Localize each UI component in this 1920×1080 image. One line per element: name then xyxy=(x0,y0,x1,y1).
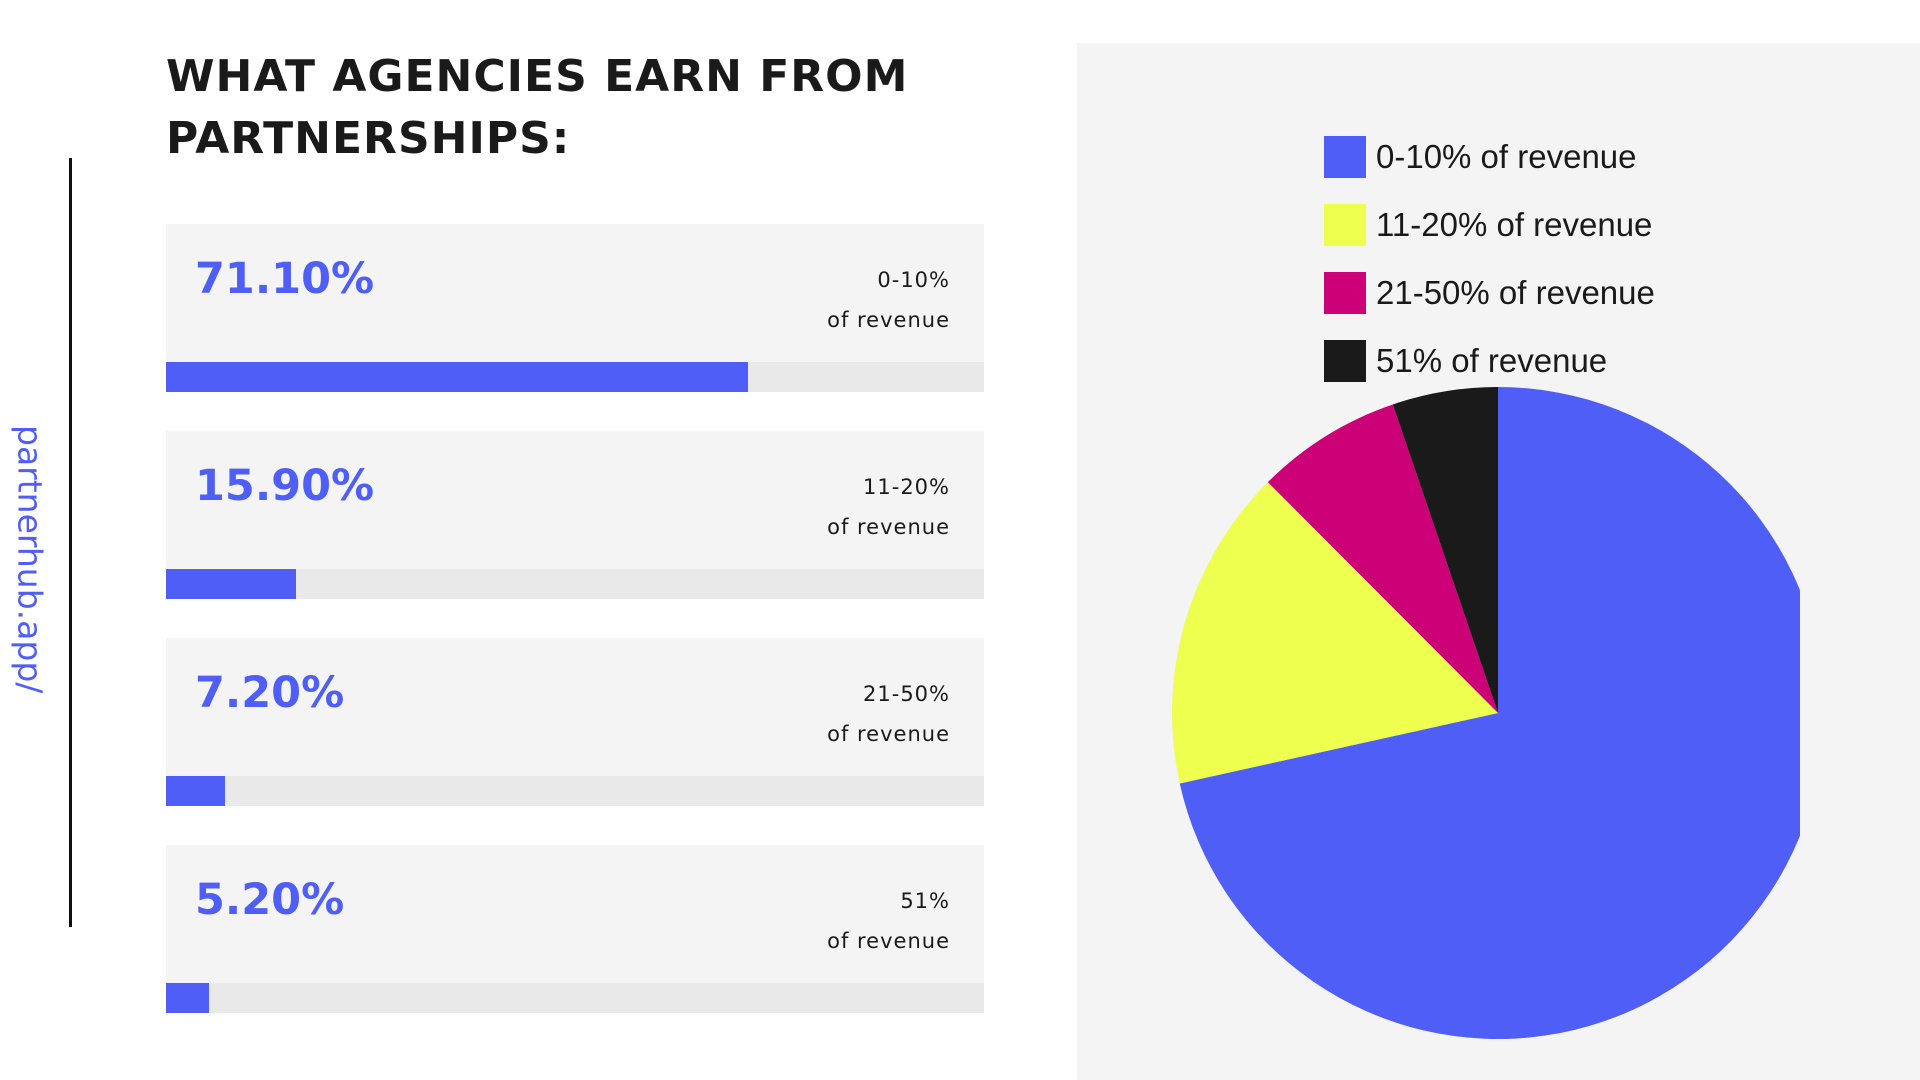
site-url: partnerhub.app/ xyxy=(10,425,50,694)
legend-label: 11-20% of revenue xyxy=(1376,206,1653,243)
legend-item: 11-20% of revenue xyxy=(1324,191,1655,259)
legend-item: 51% of revenue xyxy=(1324,327,1655,395)
pie-slice-3 xyxy=(1267,404,1498,713)
progress-fill xyxy=(166,569,297,599)
stat-range-suffix: of revenue xyxy=(827,515,950,539)
stat-range-label: 51% xyxy=(900,889,950,913)
legend-swatch xyxy=(1324,272,1366,314)
legend-swatch xyxy=(1324,136,1366,178)
stat-range: 11-20% of revenue xyxy=(827,467,950,547)
stat-card-2: 15.90% 11-20% of revenue xyxy=(166,431,984,599)
pie-slice-4 xyxy=(1392,387,1498,713)
stat-percent: 5.20% xyxy=(195,875,345,925)
stat-card-3: 7.20% 21-50% of revenue xyxy=(166,638,984,806)
legend-swatch xyxy=(1324,340,1366,382)
stat-range-label: 11-20% xyxy=(863,475,950,499)
stat-range-suffix: of revenue xyxy=(827,929,950,953)
progress-fill xyxy=(166,983,209,1013)
stat-percent: 7.20% xyxy=(195,668,345,718)
stat-range-suffix: of revenue xyxy=(827,308,950,332)
progress-fill xyxy=(166,362,748,392)
vertical-divider xyxy=(69,158,72,927)
pie-chart xyxy=(1172,387,1800,1039)
progress-track xyxy=(166,362,984,392)
stat-percent: 71.10% xyxy=(195,254,375,304)
progress-fill xyxy=(166,776,225,806)
progress-track xyxy=(166,983,984,1013)
legend-label: 21-50% of revenue xyxy=(1376,274,1655,311)
legend-item: 0-10% of revenue xyxy=(1324,123,1655,191)
stat-percent: 15.90% xyxy=(195,461,375,511)
stat-range: 51% of revenue xyxy=(827,881,950,961)
progress-track xyxy=(166,776,984,806)
stat-range-label: 0-10% xyxy=(877,268,950,292)
legend-label: 51% of revenue xyxy=(1376,342,1608,379)
legend-item: 21-50% of revenue xyxy=(1324,259,1655,327)
legend-swatch xyxy=(1324,204,1366,246)
stat-range: 0-10% of revenue xyxy=(827,260,950,340)
page-title: WHAT AGENCIES EARN FROM PARTNERSHIPS: xyxy=(166,51,909,164)
stat-range: 21-50% of revenue xyxy=(827,674,950,754)
pie-legend: 0-10% of revenue 11-20% of revenue 21-50… xyxy=(1324,123,1655,395)
stat-range-label: 21-50% xyxy=(863,682,950,706)
stat-card-1: 71.10% 0-10% of revenue xyxy=(166,224,984,392)
pie-slice-2 xyxy=(1172,482,1498,784)
legend-label: 0-10% of revenue xyxy=(1376,138,1637,175)
stat-card-4: 5.20% 51% of revenue xyxy=(166,845,984,1013)
progress-track xyxy=(166,569,984,599)
pie-slice-1 xyxy=(1179,387,1800,1039)
stat-range-suffix: of revenue xyxy=(827,722,950,746)
